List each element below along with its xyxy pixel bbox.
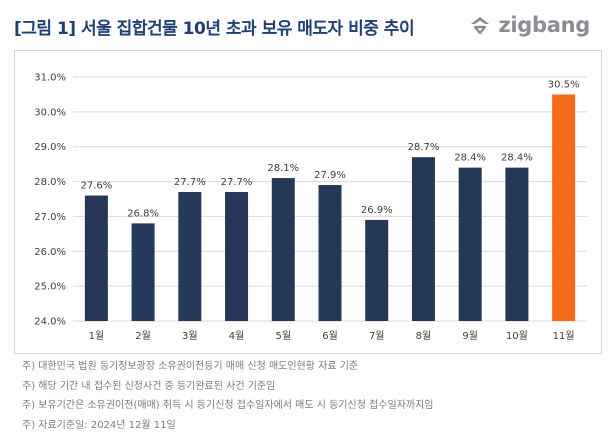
- x-tick-label: 6월: [322, 330, 338, 342]
- bar: [505, 167, 529, 321]
- data-label: 28.4%: [454, 153, 486, 164]
- y-tick-label: 25.0%: [34, 282, 66, 293]
- y-tick-label: 27.0%: [34, 212, 66, 223]
- data-label: 27.6%: [80, 181, 112, 192]
- data-label: 28.4%: [501, 153, 533, 164]
- x-tick-label: 2월: [135, 330, 151, 342]
- y-tick-label: 30.0%: [34, 107, 66, 118]
- bar: [84, 195, 108, 321]
- bar: [271, 178, 295, 321]
- x-tick-label: 1월: [89, 330, 105, 342]
- chart-title: [그림 1] 서울 집합건물 10년 초과 보유 매도자 비중 추이: [14, 19, 415, 39]
- data-label: 27.7%: [174, 177, 206, 188]
- chart-panel: 24.0% 25.0% 26.0% 27.0% 28.0% 29.0% 30.0% 31.0%…: [14, 50, 602, 354]
- y-tick-label: 28.0%: [34, 177, 66, 188]
- bar: [411, 157, 435, 321]
- logo-text: zigbang: [498, 13, 590, 37]
- y-tick-label: 31.0%: [34, 73, 66, 84]
- data-label: 28.1%: [267, 163, 299, 174]
- note-holding-period: 주) 보유기간은 소유권이전(매매) 취득 시 등기신청 접수일자에서 매도 시…: [22, 400, 434, 411]
- y-tick-label: 29.0%: [34, 142, 66, 153]
- zigbang-logo-icon: [471, 17, 490, 35]
- notes: 주) 대한민국 법원 등기정보광장 소유권이전등기 매매 신청 매도인현황 자료…: [22, 357, 434, 435]
- data-label: 26.9%: [361, 205, 393, 216]
- data-label: 27.7%: [221, 177, 253, 188]
- note-data-date: 주) 자료기준일: 2024년 12월 11일: [22, 419, 176, 431]
- bar: [178, 192, 202, 321]
- x-tick-label: 3월: [182, 330, 198, 342]
- bar: [131, 223, 155, 321]
- x-tick-label: 11월: [553, 330, 575, 342]
- bar-chart: 24.0% 25.0% 26.0% 27.0% 28.0% 29.0% 30.0% 31.0%…: [34, 73, 587, 342]
- bar: [458, 167, 482, 321]
- x-tick-label: 10월: [506, 330, 528, 342]
- note-scope: 주) 해당 기간 내 접수된 신청사건 중 등기완료된 사건 기준임: [22, 380, 276, 392]
- y-tick-label: 24.0%: [34, 317, 66, 328]
- bar: [318, 185, 342, 321]
- bar: [365, 219, 389, 321]
- data-label: 30.5%: [548, 79, 580, 90]
- x-tick-label: 4월: [229, 330, 245, 342]
- x-tick-label: 7월: [369, 330, 385, 342]
- x-tick-label: 5월: [275, 330, 291, 342]
- x-tick-label: 8월: [416, 330, 432, 342]
- data-label: 26.8%: [127, 208, 159, 219]
- data-label: 27.9%: [314, 170, 346, 181]
- bar: [552, 94, 576, 321]
- zigbang-logo: zigbang: [468, 13, 590, 37]
- y-tick-label: 26.0%: [34, 247, 66, 258]
- bar: [225, 192, 249, 321]
- data-label: 28.7%: [408, 142, 440, 153]
- x-tick-label: 9월: [462, 330, 478, 342]
- note-source: 주) 대한민국 법원 등기정보광장 소유권이전등기 매매 신청 매도인현황 자료…: [22, 361, 359, 372]
